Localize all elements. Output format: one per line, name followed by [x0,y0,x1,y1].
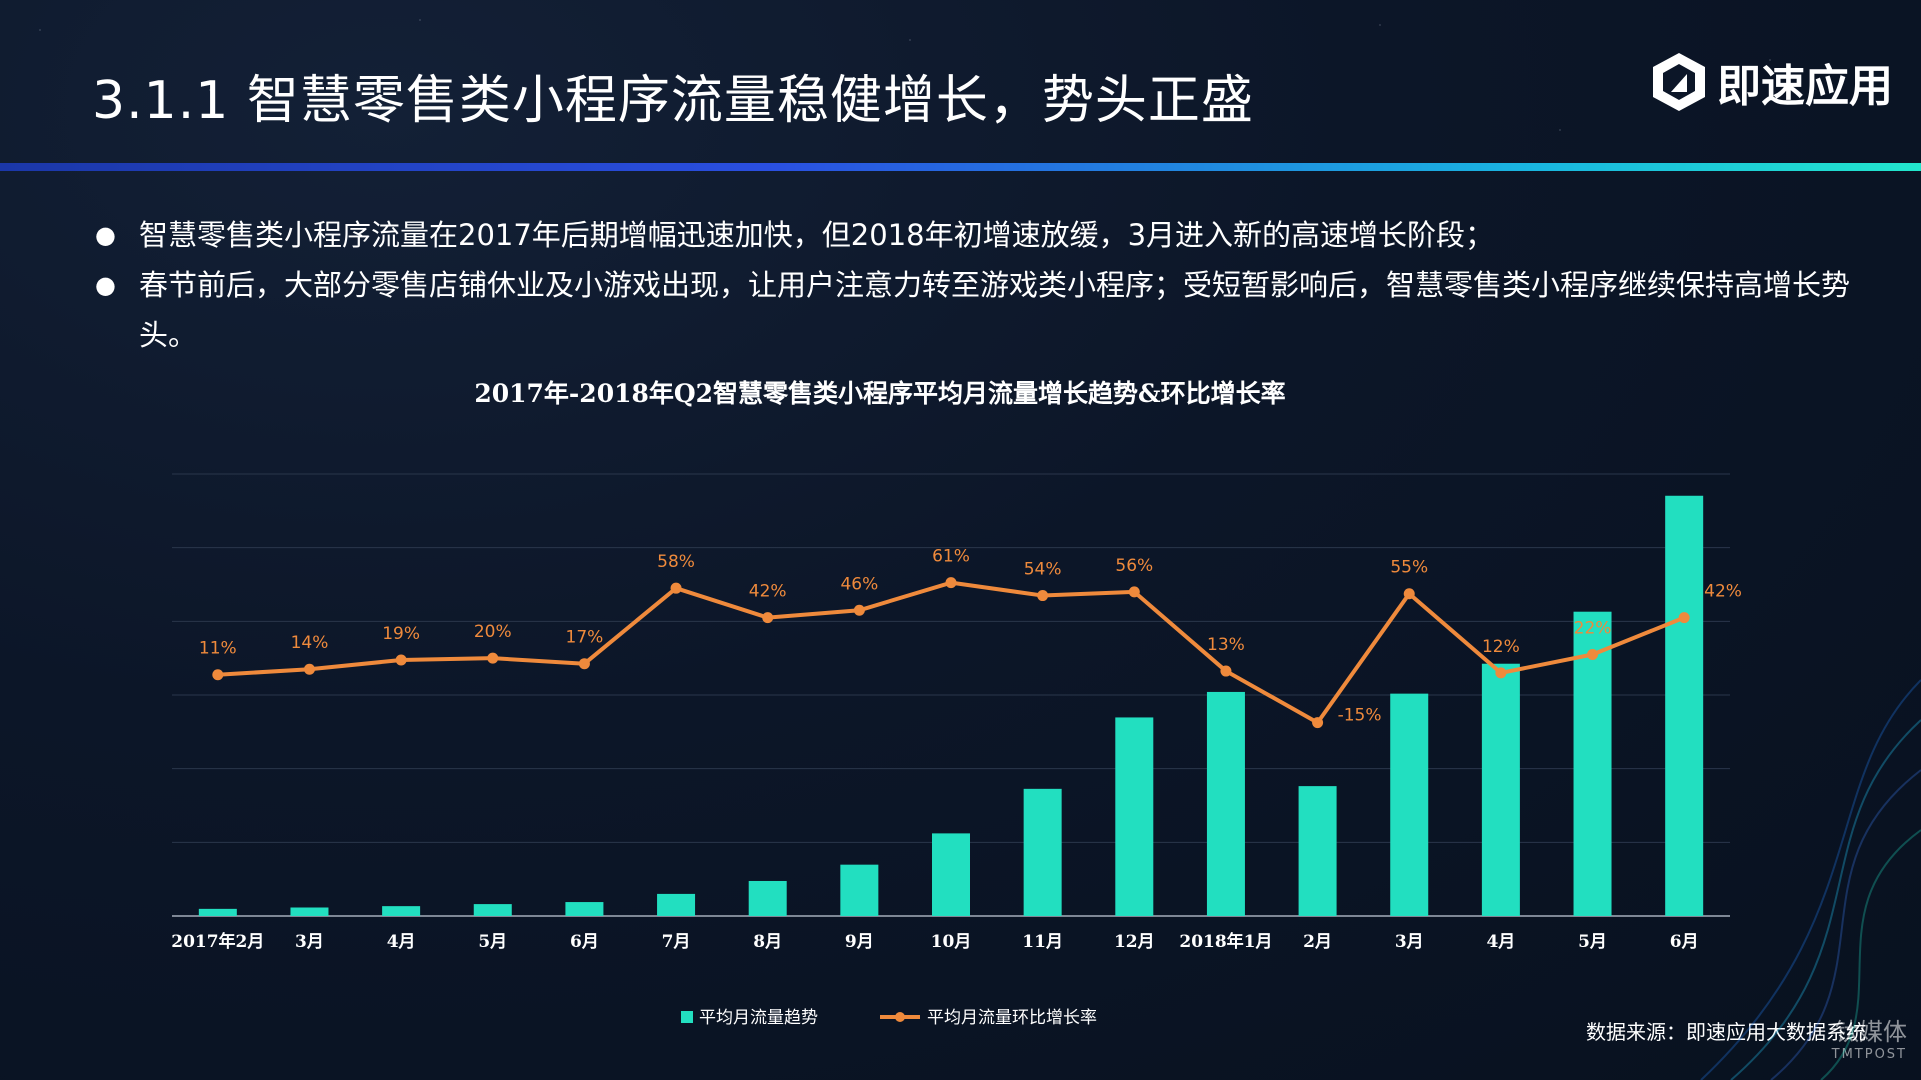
x-tick-label: 2017年2月 [171,931,264,952]
growth-rate-label: 11% [199,639,237,659]
bar [1115,717,1154,916]
legend-line-label: 平均月流量环比增长率 [927,1008,1097,1028]
x-tick-label: 5月 [1578,932,1607,952]
bar [748,880,787,916]
growth-rate-label: 46% [840,574,878,594]
x-tick-label: 2月 [1303,932,1332,952]
x-tick-label: 7月 [662,932,691,952]
brand-logo-text: 即速应用 [1717,61,1893,112]
bar [1665,495,1704,916]
bar [1023,788,1062,916]
bar [1298,786,1337,916]
bar [290,907,329,916]
growth-rate-point [1495,667,1507,679]
bullet-text: 智慧零售类小程序流量在2017年后期增幅迅速加快，但2018年初增速放缓，3月进… [139,218,1495,252]
page-title: 3.1.1 智慧零售类小程序流量稳健增长，势头正盛 [92,71,1254,131]
growth-rate-label: 12% [1482,637,1520,657]
x-tick-label: 8月 [753,932,782,952]
growth-rate-line [217,580,1685,725]
watermark-cn: 钛媒体 [1835,1018,1907,1046]
bar [657,893,696,916]
growth-rate-point [1587,648,1599,660]
growth-rate-point [1037,590,1049,602]
bar [1206,691,1245,916]
growth-rate-label: 13% [1207,635,1245,655]
growth-rate-label: 42% [749,582,787,602]
bar [565,902,604,916]
x-tick-label: 10月 [931,932,972,952]
x-tick-label: 11月 [1022,932,1063,952]
bullet-dot-icon: ● [95,221,116,249]
bar [382,906,421,916]
legend-line-marker [895,1012,905,1022]
bullet-item: ● 智慧零售类小程序流量在2017年后期增幅迅速加快，但2018年初增速放缓，3… [95,210,1855,260]
growth-rate-point [1128,586,1140,598]
growth-rate-point [303,663,315,675]
x-tick-label: 12月 [1114,932,1155,952]
bar [1390,693,1429,916]
growth-rate-label: 54% [1024,560,1062,580]
bar [198,908,237,916]
data-source-note: 数据来源：即速应用大数据系统 [1586,1020,1866,1044]
growth-rate-point [1678,612,1690,624]
bullet-item: ● 春节前后，大部分零售店铺休业及小游戏出现，让用户注意力转至游戏类小程序；受短… [95,260,1855,360]
growth-rate-label: 55% [1390,558,1428,578]
bar [473,904,512,916]
title-divider-bar [0,163,1921,171]
x-tick-label: 2018年1月 [1179,931,1272,952]
growth-rate-label: 17% [566,628,604,648]
growth-rate-point [853,604,865,616]
growth-rate-label: 58% [657,552,695,572]
growth-rate-label: -15% [1338,706,1382,726]
growth-rate-point [1220,665,1232,677]
growth-rate-label: 61% [932,547,970,567]
starfield-background [0,0,1921,170]
chart-title: 2017年-2018年Q2智慧零售类小程序平均月流量增长趋势&环比增长率 [474,379,1286,408]
x-tick-label: 9月 [845,932,874,952]
growth-rate-label: 56% [1115,556,1153,576]
growth-rate-point [578,658,590,670]
bar [840,864,879,916]
bullet-list: ● 智慧零售类小程序流量在2017年后期增幅迅速加快，但2018年初增速放缓，3… [95,210,1855,360]
growth-rate-label: 42% [1704,582,1742,602]
watermark-en: TMTPOST [1831,1047,1907,1062]
growth-rate-label: 14% [291,633,329,653]
growth-rate-point [762,612,774,624]
growth-rate-point [395,654,407,666]
bar [1573,611,1612,916]
bar [1481,663,1520,916]
growth-rate-label: 20% [474,622,512,642]
x-tick-label: 4月 [1486,932,1515,952]
growth-rate-point [1312,717,1324,729]
bullet-text: 春节前后，大部分零售店铺休业及小游戏出现，让用户注意力转至游戏类小程序；受短暂影… [139,268,1851,352]
brand-logo-icon [1653,53,1705,111]
growth-rate-point [212,669,224,681]
bar [932,833,970,916]
x-tick-label: 5月 [478,932,507,952]
growth-rate-point [670,582,682,594]
legend-bar-swatch [681,1011,693,1023]
x-tick-label: 3月 [295,932,324,952]
growth-rate-label: 22% [1574,618,1612,638]
x-tick-label: 6月 [1670,932,1699,952]
decorative-swirl-graphic [1700,679,1921,1080]
growth-rate-label: 19% [382,624,420,644]
tmtpost-watermark: 钛媒体 TMTPOST [1832,1012,1907,1062]
growth-rate-point [487,652,499,664]
growth-rate-point [1403,588,1415,600]
brand-logo: 即速应用 [1647,50,1893,114]
x-tick-label: 4月 [387,932,416,952]
x-tick-label: 6月 [570,932,599,952]
bullet-dot-icon: ● [95,271,116,299]
x-tick-label: 3月 [1395,932,1424,952]
growth-rate-point [945,577,957,589]
legend-bar-label: 平均月流量趋势 [699,1008,818,1028]
